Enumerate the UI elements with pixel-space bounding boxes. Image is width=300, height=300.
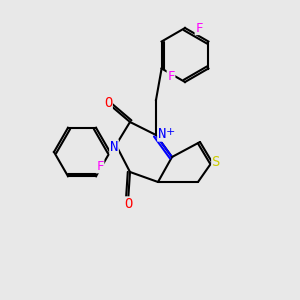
Text: F: F [96, 160, 104, 173]
Text: N: N [158, 127, 166, 141]
Text: O: O [124, 197, 132, 211]
Text: F: F [195, 22, 203, 34]
Text: F: F [167, 70, 175, 83]
Text: +: + [165, 127, 175, 137]
Text: S: S [212, 155, 220, 169]
Text: O: O [104, 96, 112, 110]
Text: N: N [110, 140, 118, 154]
